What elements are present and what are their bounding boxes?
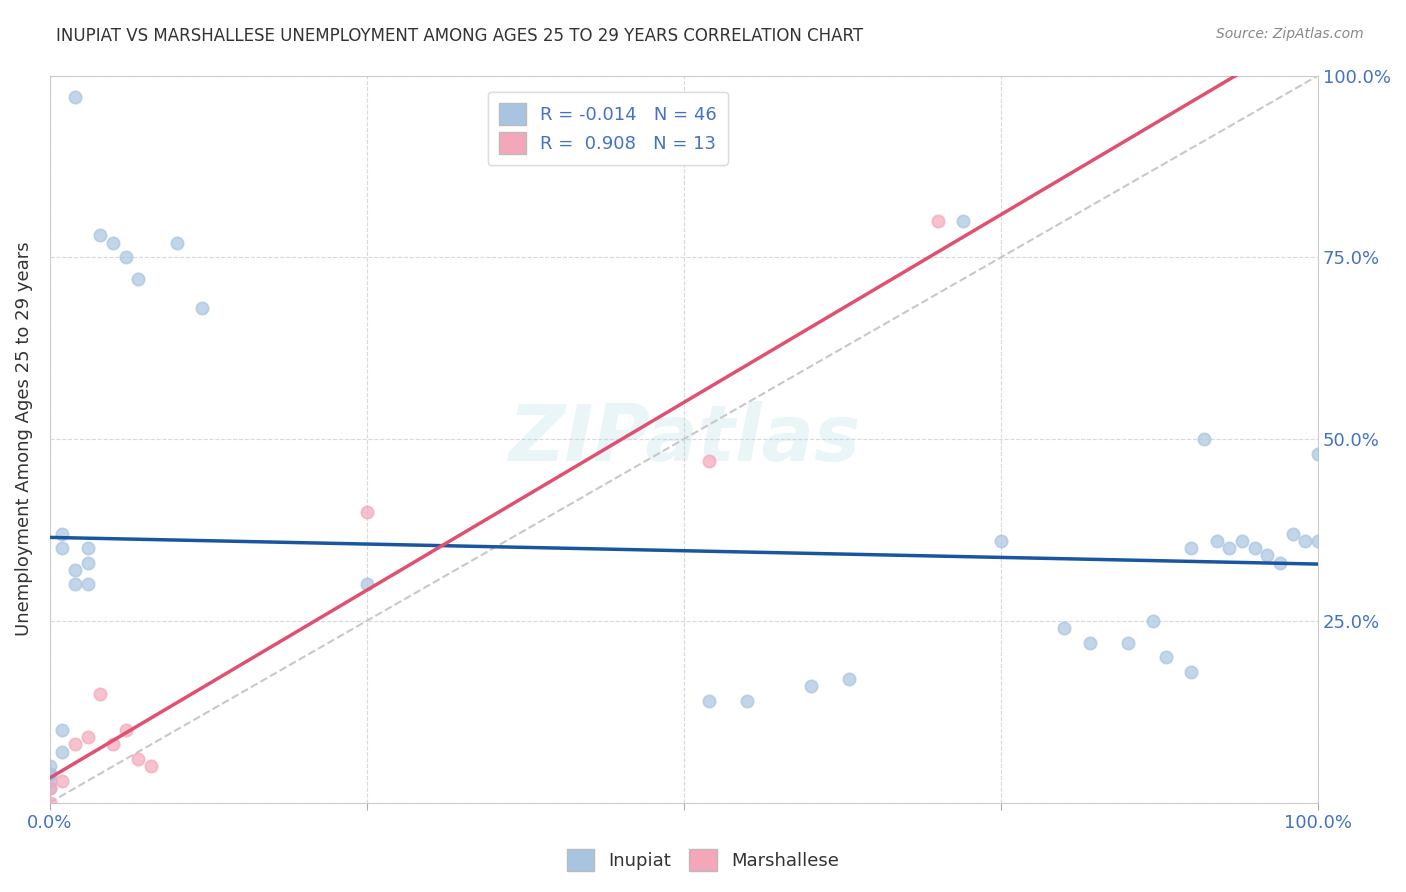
Point xyxy=(89,687,111,701)
Point xyxy=(38,780,60,795)
Point xyxy=(1142,614,1164,628)
Point xyxy=(191,301,214,315)
Point xyxy=(1256,549,1278,563)
Point xyxy=(927,214,949,228)
Point xyxy=(76,541,98,555)
Point xyxy=(952,214,974,228)
Point xyxy=(1205,533,1227,548)
Point xyxy=(76,730,98,744)
Point xyxy=(38,796,60,810)
Point xyxy=(76,577,98,591)
Point xyxy=(1281,526,1303,541)
Point xyxy=(166,235,188,250)
Point xyxy=(51,541,73,555)
Point xyxy=(38,766,60,780)
Point xyxy=(1308,447,1330,461)
Point xyxy=(697,694,720,708)
Text: ZIPatlas: ZIPatlas xyxy=(508,401,860,477)
Point xyxy=(127,272,149,286)
Point xyxy=(139,759,162,773)
Point xyxy=(1154,650,1177,665)
Point xyxy=(114,250,136,264)
Point xyxy=(1218,541,1240,555)
Point xyxy=(737,694,759,708)
Y-axis label: Unemployment Among Ages 25 to 29 years: Unemployment Among Ages 25 to 29 years xyxy=(15,242,32,636)
Point xyxy=(51,745,73,759)
Point xyxy=(1053,621,1076,635)
Point xyxy=(38,759,60,773)
Point xyxy=(63,738,86,752)
Point xyxy=(38,766,60,780)
Point xyxy=(1116,635,1139,649)
Point xyxy=(127,752,149,766)
Point xyxy=(89,228,111,243)
Text: INUPIAT VS MARSHALLESE UNEMPLOYMENT AMONG AGES 25 TO 29 YEARS CORRELATION CHART: INUPIAT VS MARSHALLESE UNEMPLOYMENT AMON… xyxy=(56,27,863,45)
Point xyxy=(51,773,73,788)
Point xyxy=(356,505,378,519)
Point xyxy=(1268,556,1291,570)
Point xyxy=(1192,432,1215,446)
Point xyxy=(63,563,86,577)
Point xyxy=(114,723,136,737)
Point xyxy=(356,577,378,591)
Point xyxy=(101,235,124,250)
Point xyxy=(76,556,98,570)
Point xyxy=(1078,635,1101,649)
Point xyxy=(1294,533,1316,548)
Point xyxy=(1180,665,1202,679)
Point xyxy=(1243,541,1265,555)
Point xyxy=(63,90,86,104)
Point xyxy=(51,723,73,737)
Point xyxy=(63,577,86,591)
Point xyxy=(1230,533,1253,548)
Point xyxy=(51,526,73,541)
Legend: Inupiat, Marshallese: Inupiat, Marshallese xyxy=(560,842,846,879)
Point xyxy=(101,738,124,752)
Point xyxy=(800,679,823,693)
Point xyxy=(990,533,1012,548)
Point xyxy=(697,454,720,468)
Point xyxy=(38,780,60,795)
Point xyxy=(1180,541,1202,555)
Point xyxy=(1308,533,1330,548)
Point xyxy=(38,773,60,788)
Point xyxy=(838,672,860,686)
Text: Source: ZipAtlas.com: Source: ZipAtlas.com xyxy=(1216,27,1364,41)
Legend: R = -0.014   N = 46, R =  0.908   N = 13: R = -0.014 N = 46, R = 0.908 N = 13 xyxy=(488,92,728,165)
